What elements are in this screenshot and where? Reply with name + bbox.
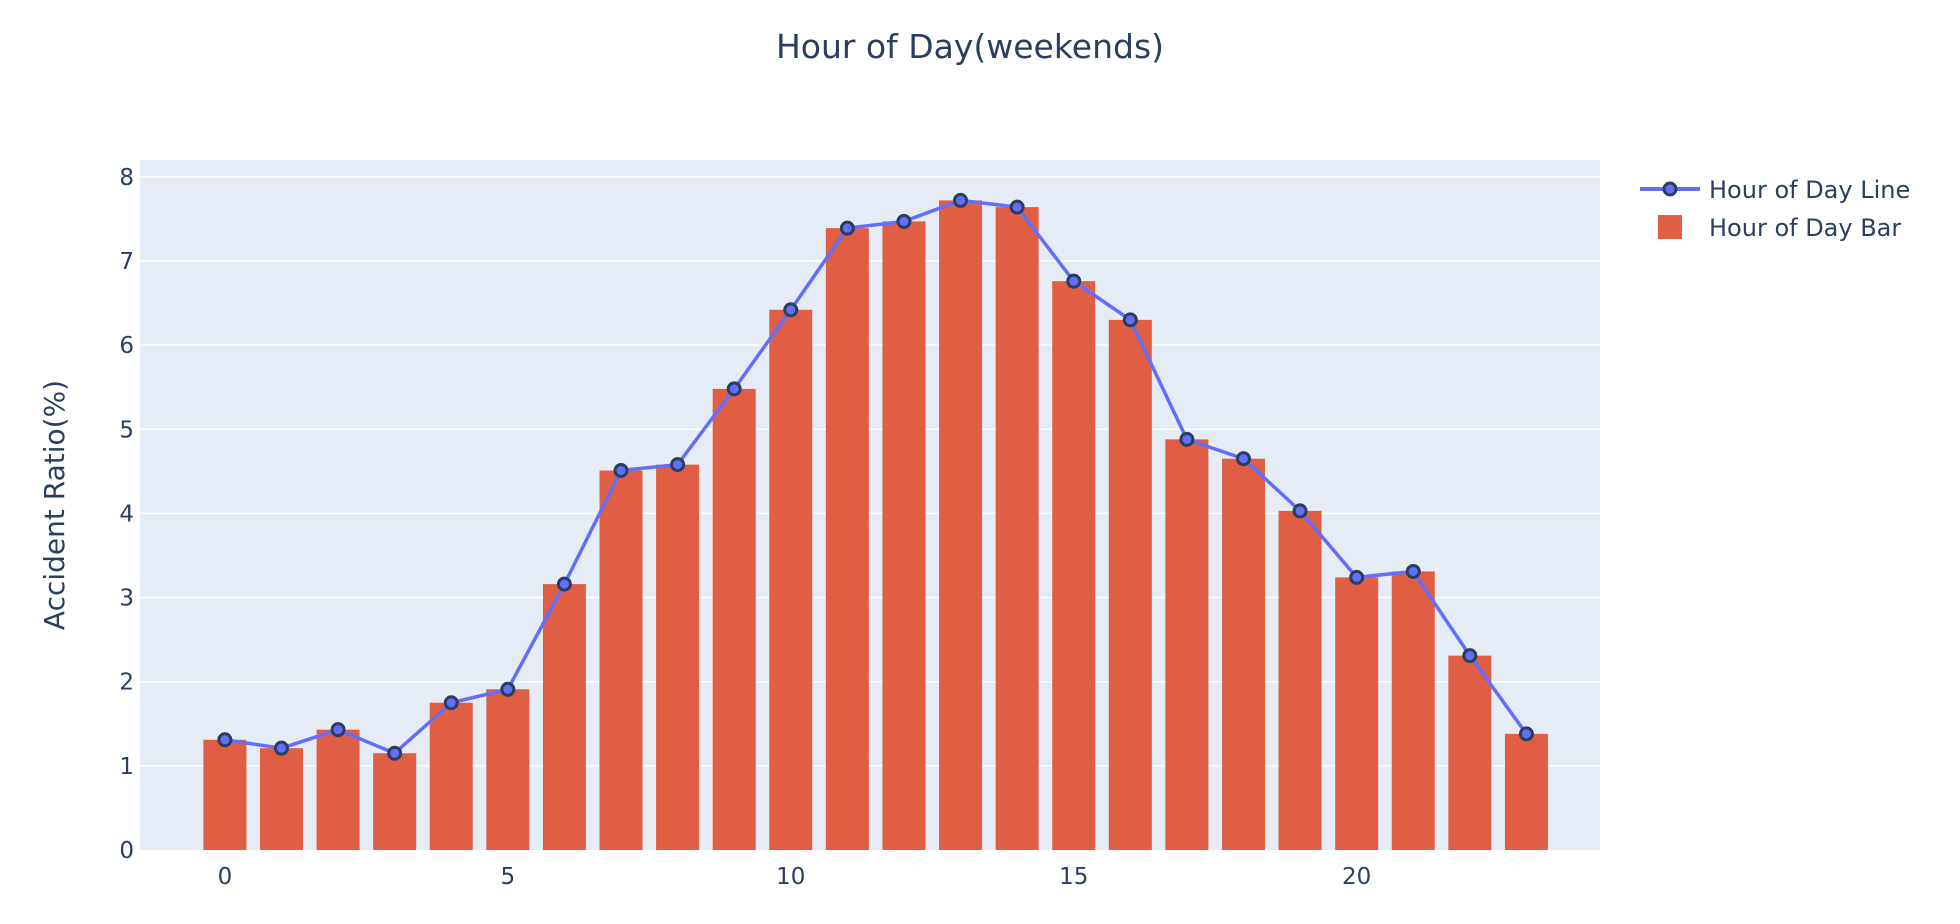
line-point-hour-3[interactable] <box>387 745 403 761</box>
bar-hour-21[interactable] <box>1391 571 1435 850</box>
bar-hour-4[interactable] <box>429 702 473 850</box>
y-tick-label: 5 <box>119 417 134 443</box>
y-axis-ticks: 0 1 2 3 4 5 6 7 8 <box>119 165 134 864</box>
y-tick-label: 7 <box>119 249 134 275</box>
line-point-hour-7[interactable] <box>613 463 629 478</box>
line-point-hour-9[interactable] <box>726 381 742 397</box>
bar-hour-10[interactable] <box>769 309 813 850</box>
bar-hour-22[interactable] <box>1448 655 1492 850</box>
bar-hour-23[interactable] <box>1504 733 1548 850</box>
line-point-hour-21[interactable] <box>1405 563 1421 579</box>
bar-hour-9[interactable] <box>712 388 756 850</box>
bar-hour-12[interactable] <box>882 221 926 851</box>
bar-hour-18[interactable] <box>1221 458 1265 850</box>
line-point-hour-13[interactable] <box>953 192 969 208</box>
x-tick-label: 5 <box>501 864 516 890</box>
legend-line-marker <box>1662 181 1678 197</box>
line-point-hour-5[interactable] <box>500 681 516 697</box>
x-tick-label: 10 <box>776 864 805 890</box>
bar-hour-5[interactable] <box>486 689 530 850</box>
line-point-hour-6[interactable] <box>556 576 572 592</box>
bar-hour-1[interactable] <box>259 748 303 850</box>
line-point-hour-8[interactable] <box>670 457 686 473</box>
line-point-hour-10[interactable] <box>783 302 799 318</box>
bar-hour-16[interactable] <box>1108 319 1152 850</box>
x-tick-label: 20 <box>1342 864 1371 890</box>
bar-hour-8[interactable] <box>656 464 700 850</box>
y-tick-label: 4 <box>119 501 134 527</box>
bar-hour-0[interactable] <box>203 739 247 850</box>
bar-hour-2[interactable] <box>316 729 360 850</box>
line-point-hour-22[interactable] <box>1462 648 1478 664</box>
y-tick-label: 3 <box>119 586 134 612</box>
series-line <box>224 198 1528 755</box>
bar-hour-7[interactable] <box>599 470 643 851</box>
line-point-hour-20[interactable] <box>1349 569 1365 585</box>
line-point-hour-11[interactable] <box>839 220 855 236</box>
line-point-hour-15[interactable] <box>1066 273 1082 289</box>
legend-label-line: Hour of Day Line <box>1709 176 1910 204</box>
y-tick-label: 0 <box>119 838 134 864</box>
bar-hour-19[interactable] <box>1278 510 1322 850</box>
chart-title: Hour of Day(weekends) <box>776 27 1164 66</box>
bar-hour-6[interactable] <box>542 584 586 850</box>
bar-series <box>203 200 1548 851</box>
line-point-hour-18[interactable] <box>1235 451 1251 467</box>
y-tick-label: 6 <box>119 333 134 359</box>
y-tick-label: 2 <box>119 670 134 696</box>
x-tick-label: 15 <box>1059 864 1088 890</box>
legend-label-bar: Hour of Day Bar <box>1709 214 1901 242</box>
line-point-hour-2[interactable] <box>330 722 346 738</box>
line-point-hour-19[interactable] <box>1292 503 1308 519</box>
bar-hour-13[interactable] <box>939 200 983 850</box>
bar-hour-3[interactable] <box>373 753 417 850</box>
legend-item-bar[interactable]: Hour of Day Bar <box>1658 214 1901 242</box>
bar-hour-20[interactable] <box>1335 577 1379 850</box>
line-point-hour-1[interactable] <box>273 740 289 756</box>
bar-hour-14[interactable] <box>995 207 1039 850</box>
bar-hour-17[interactable] <box>1165 439 1209 850</box>
x-tick-label: 0 <box>218 864 233 890</box>
line-point-hour-23[interactable] <box>1518 726 1534 742</box>
x-axis-ticks: 0 5 10 15 20 <box>218 864 1372 890</box>
legend: Hour of Day Line Hour of Day Bar <box>1640 176 1910 242</box>
line-point-hour-12[interactable] <box>896 213 912 229</box>
line-point-hour-14[interactable] <box>1009 199 1025 215</box>
bar-hour-15[interactable] <box>1052 281 1096 850</box>
line-point-hour-0[interactable] <box>217 732 233 748</box>
bar-hour-11[interactable] <box>825 228 869 850</box>
line-point-hour-4[interactable] <box>443 695 459 711</box>
y-tick-label: 1 <box>119 754 134 780</box>
y-tick-label: 8 <box>119 165 134 191</box>
legend-item-line[interactable]: Hour of Day Line <box>1640 176 1910 204</box>
line-series <box>217 192 1534 761</box>
legend-bar-swatch <box>1658 215 1682 239</box>
line-point-hour-16[interactable] <box>1122 312 1138 328</box>
y-axis-title: Accident Ratio(%) <box>38 380 71 630</box>
line-point-hour-17[interactable] <box>1179 431 1195 447</box>
